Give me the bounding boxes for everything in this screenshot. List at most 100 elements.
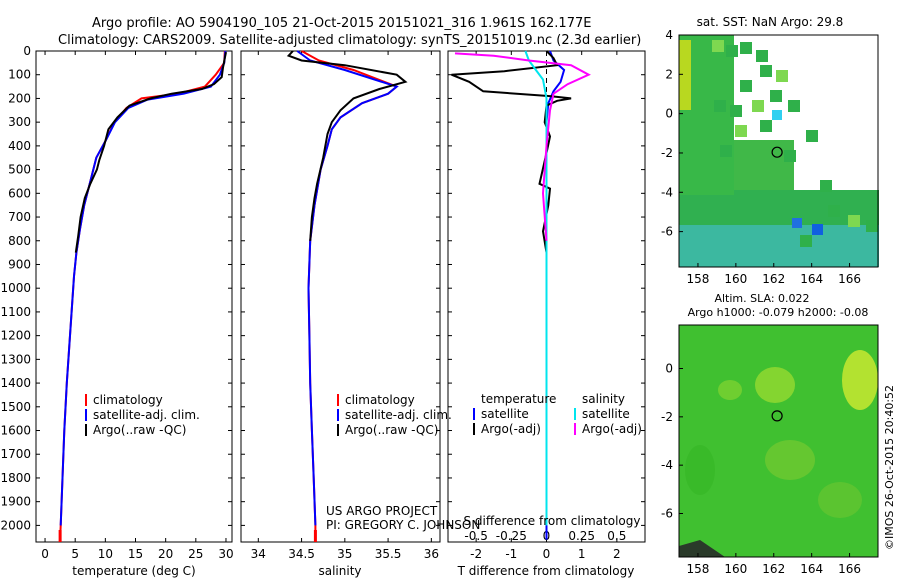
sst-map-axes: 158 160 162 164 166 -6 -4 -2 0 2 4 [661,28,861,286]
x-tick-label: -2 [470,547,482,561]
x-tick-label: 2 [613,547,621,561]
sst-patch [772,110,782,120]
header-title-line1: Argo profile: AO 5904190_105 21-Oct-2015… [92,16,591,31]
depth-tick-label: 0 [23,44,31,58]
sla-map [679,325,878,557]
sst-patch [806,130,818,142]
sst-patch [760,120,772,132]
sla-anomaly [765,440,815,480]
temperature-x-axis: 0 5 10 15 20 25 30 [41,51,234,561]
depth-tick-label: 400 [8,139,31,153]
depth-tick-label: 1400 [0,376,31,390]
sst-patch [820,180,832,192]
depth-tick-label: 300 [8,115,31,129]
longitude-tick-label: 166 [838,272,861,286]
legend-label-climatology: climatology [345,393,415,407]
top-x-tick-label: 0.25 [568,529,595,543]
depth-tick-label: 1000 [0,281,31,295]
x-tick-label: 35.5 [375,547,402,561]
legend-label-t-satellite: satellite [481,407,529,421]
legend-label-satellite: satellite-adj. clim. [345,408,452,422]
longitude-tick-label: 160 [724,562,747,576]
longitude-tick-label: 162 [762,272,785,286]
sla-anomaly [718,380,742,400]
salinity-plot-frame [240,50,441,543]
sst-patch [866,220,878,232]
depth-tick-label: 500 [8,163,31,177]
x-tick-label: 34 [251,547,266,561]
latitude-tick-label: 2 [665,67,673,81]
legend-label-climatology: climatology [93,393,163,407]
sst-patch [726,45,738,57]
legend-label-s-argo: Argo(-adj) [582,422,642,436]
legend-title-temperature: temperature [481,392,556,406]
depth-tick-label: 1300 [0,352,31,366]
x-tick-label: 20 [158,547,173,561]
sst-patch [812,224,823,235]
temperature-plot-frame [35,50,233,543]
sla-map-title-line2: Argo h1000: -0.079 h2000: -0.08 [688,306,869,319]
sst-patch [735,125,747,137]
longitude-tick-label: 164 [800,562,823,576]
depth-axis: 0 100 200 300 400 500 600 700 800 900 1000 1100 1200… [0,44,31,532]
project-line1: US ARGO PROJECT [326,504,438,518]
legend-title-salinity: salinity [582,392,625,406]
sst-patch [740,42,752,54]
legend-label-t-argo: Argo(-adj) [481,422,541,436]
temperature-gridlines [36,50,232,526]
longitude-tick-label: 164 [800,272,823,286]
imos-timestamp: ©IMOS 26-Oct-2015 20:40:52 [883,385,896,550]
longitude-tick-label: 166 [838,562,861,576]
latitude-tick-label: 0 [665,107,673,121]
depth-tick-label: 700 [8,210,31,224]
sla-anomaly [818,482,862,518]
argo-float-marker [771,146,783,158]
temperature-series [58,50,227,542]
series-line-t-argo-adj- [451,50,572,253]
header-title-line2: Climatology: CARS2009. Satellite-adjuste… [58,33,641,48]
series-line-s-argo-adj- [454,52,591,241]
x-tick-label: 36 [424,547,439,561]
temperature-legend: climatology satellite-adj. clim. Argo(..… [85,393,200,437]
sst-patch [792,218,802,228]
x-tick-label: 35 [337,547,352,561]
difference-x-axis: -2 -1 0 1 2-0.5 -0.25 0 0.25 0.5 [464,51,626,561]
sst-map-frame [678,34,879,268]
latitude-tick-label: -6 [661,507,673,521]
sst-patch [734,140,794,190]
sla-map-axes: 158 160 162 164 166 -6 -4 -2 0 [661,362,861,577]
difference-xlabel: T difference from climatology [457,564,635,578]
salinity-xlabel: salinity [318,564,361,578]
longitude-tick-label: 158 [686,272,709,286]
salinity-legend: climatology satellite-adj. clim. Argo(..… [337,393,452,437]
series-line-argo-raw-qc- [286,50,408,241]
latitude-tick-label: -2 [661,146,673,160]
temperature-xlabel: temperature (deg C) [72,564,195,578]
argo-float-marker [771,410,783,422]
sla-map-title-line1: Altim. SLA: 0.022 [714,292,809,305]
top-x-tick-label: 0.5 [607,529,626,543]
depth-tick-label: 2000 [0,518,31,532]
sla-anomaly [842,350,878,410]
depth-tick-label: 1100 [0,305,31,319]
depth-tick-label: 100 [8,68,31,82]
x-tick-label: 30 [218,547,233,561]
latitude-tick-label: 0 [665,362,673,376]
sst-patch [720,145,732,157]
difference-top-label: S difference from climatology [464,514,641,528]
sla-anomaly [755,367,795,403]
difference-series [451,50,591,540]
depth-tick-label: 1800 [0,471,31,485]
salinity-x-axis: 34 34.5 35 35.5 36 [251,51,439,561]
legend-label-argo: Argo(..raw -QC) [93,423,186,437]
latitude-tick-label: 4 [665,28,673,42]
sst-patch [679,225,879,267]
sst-patch [800,235,812,247]
x-tick-label: 25 [188,547,203,561]
series-line-climatology [301,50,399,540]
x-tick-label: 10 [98,547,113,561]
salinity-gridlines [241,50,440,526]
longitude-tick-label: 162 [762,562,785,576]
legend-label-s-satellite: satellite [582,407,630,421]
